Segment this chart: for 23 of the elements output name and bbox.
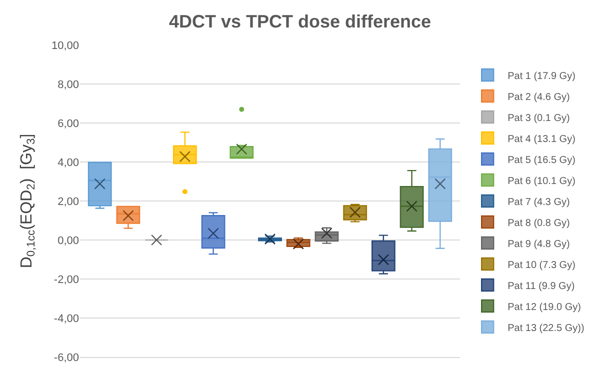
y-tick-label: -6,00 xyxy=(54,352,79,364)
legend-label: Pat 12 (19.0 Gy) xyxy=(508,302,581,313)
y-tick-label: 8,00 xyxy=(58,78,79,91)
legend-label: Pat 5 (16.5 Gy) xyxy=(508,154,576,166)
legend-label: Pat 8 (0.8 Gy) xyxy=(508,218,570,229)
y-tick-label: -2,00 xyxy=(54,274,79,286)
y-tick-label: 6,00 xyxy=(58,118,79,130)
legend-label: Pat 6 (10.1 Gy) xyxy=(508,176,576,187)
legend-label: Pat 7 (4.3 Gy) xyxy=(508,196,570,208)
legend-label: Pat 1 (17.9 Gy) xyxy=(508,70,576,82)
y-tick-label: -4,00 xyxy=(54,312,79,325)
legend-label: Pat 9 (4.8 Gy) xyxy=(508,238,570,250)
legend-label: Pat 11 (9.9 Gy) xyxy=(508,280,575,292)
legend-label: Pat 13 (22.5 Gy)) xyxy=(508,322,584,334)
chart-title: 4DCT vs TPCT dose difference xyxy=(168,12,432,32)
y-tick-label: 10,00 xyxy=(51,40,79,52)
y-tick-label: 2,00 xyxy=(58,196,79,208)
y-tick-label: 4,00 xyxy=(58,156,79,169)
legend-label: Pat 4 (13.1 Gy) xyxy=(508,134,576,145)
legend-label: Pat 3 (0.1 Gy) xyxy=(508,112,570,124)
y-tick-label: 0,00 xyxy=(58,234,79,247)
legend-label: Pat 10 (7.3 Gy) xyxy=(508,260,576,271)
legend-label: Pat 2 (4.6 Gy) xyxy=(508,92,570,103)
